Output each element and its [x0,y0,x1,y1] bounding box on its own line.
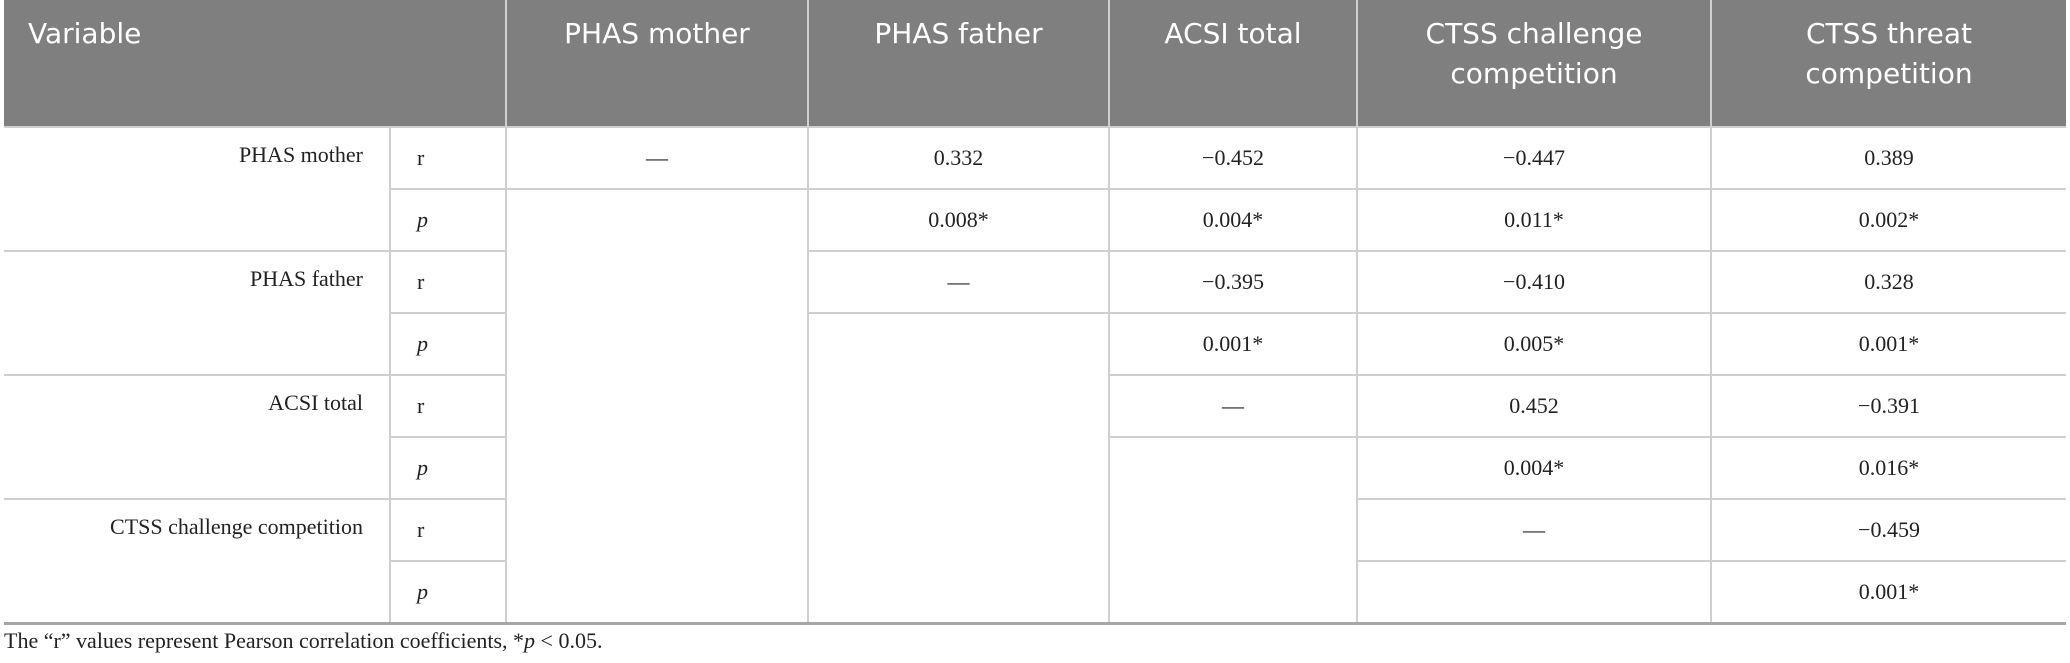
p-value: 0.001* [1710,312,2066,376]
empty-cell [1108,436,1358,625]
r-value: 0.389 [1710,126,2066,190]
stat-label: p [389,312,507,376]
column-header: ACSI total [1108,0,1357,127]
column-header: PHAS father [807,0,1109,127]
p-value: 0.001* [1108,312,1358,376]
variable-label: PHAS father [4,250,391,376]
variable-label: CTSS challenge competition [4,498,391,625]
variable-label: PHAS mother [4,126,391,252]
footnote-italic: p [524,628,536,653]
column-header: Variable [4,0,506,127]
column-header: CTSS threat competition [1710,0,2066,127]
stat-label: r [389,250,507,314]
p-value: 0.011* [1356,188,1712,252]
stat-label: r [389,374,507,438]
stat-label: p [389,436,507,500]
r-value: −0.391 [1710,374,2066,438]
r-value: −0.447 [1356,126,1712,190]
p-value: 0.001* [1710,560,2066,625]
variable-label: ACSI total [4,374,391,500]
r-value: — [807,250,1110,314]
r-value: 0.328 [1710,250,2066,314]
footnote: The “r” values represent Pearson correla… [4,628,602,654]
stat-label: r [389,126,507,190]
r-value: — [1108,374,1358,438]
r-value: −0.395 [1108,250,1358,314]
p-value: 0.004* [1108,188,1358,252]
p-value: 0.008* [807,188,1110,252]
r-row: PHAS mother r —0.332 −0.452 −0.447 0.389 [4,126,2066,252]
footnote-text: < 0.05. [535,628,603,653]
r-value: −0.452 [1108,126,1358,190]
header-row: Variable PHAS mother PHAS father ACSI total… [4,0,2066,127]
empty-cell [505,188,809,625]
empty-cell [807,312,1110,625]
r-row: ACSI total r —0.452 −0.391 [4,374,2066,500]
p-row: p 0.004* 0.016* [4,436,2066,625]
p-value: 0.016* [1710,436,2066,500]
r-value: — [1356,498,1712,562]
column-header: PHAS mother [505,0,808,127]
r-value: — [505,126,809,190]
footnote-text: The “r” values represent Pearson correla… [4,628,525,653]
empty-cell [1356,560,1712,625]
r-value: −0.410 [1356,250,1712,314]
r-row: CTSS challenge competition r — −0.459 [4,498,2066,625]
r-value: 0.332 [807,126,1110,190]
p-value: 0.005* [1356,312,1712,376]
r-row: PHAS father r — −0.395 −0.410 0.328 [4,250,2066,376]
stat-label: p [389,560,507,625]
p-value: 0.004* [1356,436,1712,500]
r-value: 0.452 [1356,374,1712,438]
p-value: 0.002* [1710,188,2066,252]
p-row: p 0.001* 0.005* 0.001* [4,312,2066,625]
r-value: −0.459 [1710,498,2066,562]
stat-label: r [389,498,507,562]
p-row: p 0.008* 0.004* 0.011* 0.002* [4,188,2066,625]
p-row: p 0.001* [4,560,2066,625]
correlation-table: Variable PHAS mother PHAS father ACSI total… [4,0,2066,625]
column-header: CTSS challenge competition [1356,0,1711,127]
table-body: PHAS mother r —0.332 −0.452 −0.447 0.389 p 0.00… [4,126,2066,625]
stat-label: p [389,188,507,252]
